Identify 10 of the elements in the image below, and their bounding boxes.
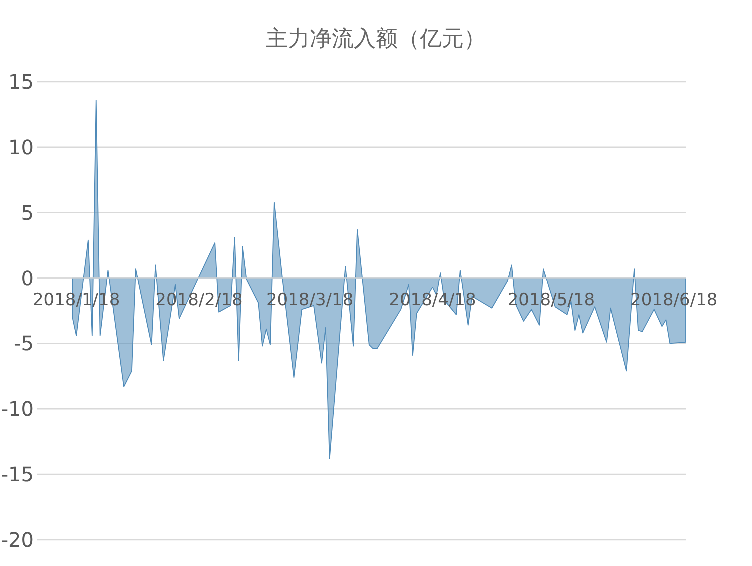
y-tick-label: 5 [21,200,34,225]
x-tick-label: 2018/2/18 [156,290,243,310]
y-tick-label: -20 [1,528,34,552]
y-tick-label: 10 [8,135,34,160]
title: 主力净流入额（亿元） [266,27,486,52]
y-tick-label: -15 [1,462,34,487]
y-tick-label: 0 [21,266,34,290]
y-tick-label: -10 [1,397,34,422]
y-tick-label: -5 [14,332,34,356]
y-tick-label: 15 [8,70,34,94]
